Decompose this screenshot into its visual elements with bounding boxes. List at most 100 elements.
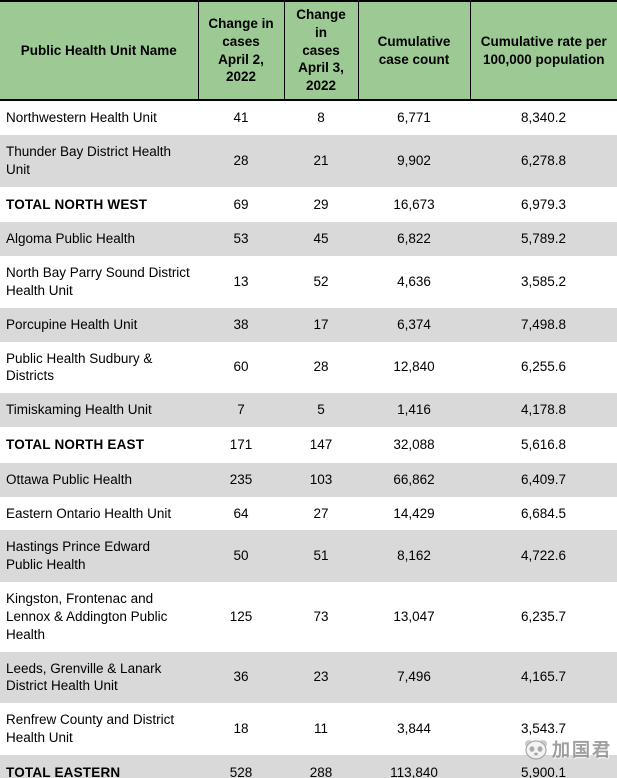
cumulative-count-cell: 13,047: [393, 608, 435, 624]
apr2-change-cell: 50: [233, 548, 249, 564]
table-row: Kingston, Frontenac and Lennox & Addingt…: [0, 582, 617, 652]
apr2-change-cell: 7: [237, 402, 245, 418]
apr3-change-cell: 103: [309, 471, 333, 487]
table-header: Public Health Unit Name Change in cases …: [0, 1, 617, 102]
cumulative-count-cell: 9,902: [397, 152, 431, 168]
apr2-change-cell: 36: [233, 669, 249, 685]
apr2-change-cell: 38: [233, 316, 249, 332]
phu-name-cell: Leeds, Grenville & Lanark District Healt…: [6, 660, 162, 694]
table-row: Leeds, Grenville & Lanark District Healt…: [0, 651, 617, 704]
phu-name-cell: North Bay Parry Sound District Health Un…: [6, 265, 190, 298]
apr3-change-cell: 21: [313, 152, 329, 168]
phu-name-cell: Timiskaming Health Unit: [6, 402, 152, 418]
cumulative-rate-cell: 6,684.5: [520, 505, 567, 521]
total-row: TOTAL EASTERN 528 288 113,840 5,900.1: [0, 754, 617, 778]
phu-name-cell: Ottawa Public Health: [6, 471, 133, 487]
cumulative-count-cell: 12,840: [393, 359, 435, 375]
cumulative-rate-cell: 4,165.7: [520, 669, 567, 685]
column-header-change-apr2: Change in cases April 2, 2022: [197, 1, 284, 102]
column-header-change-apr3: Change in cases April 3, 2022: [283, 1, 358, 102]
cumulative-count-cell: 1,416: [397, 402, 431, 418]
phu-name-cell: TOTAL NORTH EAST: [6, 437, 145, 452]
apr2-change-cell: 18: [233, 721, 249, 737]
cumulative-rate-cell: 6,255.6: [520, 359, 567, 375]
phu-name-cell: Thunder Bay District Health Unit: [6, 143, 172, 177]
cumulative-count-cell: 7,496: [397, 669, 431, 685]
cumulative-rate-cell: 5,900.1: [520, 764, 567, 778]
cumulative-rate-cell: 5,616.8: [520, 437, 567, 452]
column-header-cumulative-rate: Cumulative rate per 100,000 population: [469, 1, 617, 102]
cumulative-rate-cell: 6,278.8: [520, 152, 567, 168]
phu-name-cell: Algoma Public Health: [6, 231, 136, 247]
table-row: Eastern Ontario Health Unit 64 27 14,429 6,6…: [0, 496, 617, 531]
cumulative-count-cell: 113,840: [390, 764, 438, 778]
table-row: Public Health Sudbury & Districts 60 28 12,…: [0, 341, 617, 394]
header-row: Public Health Unit Name Change in cases …: [0, 1, 617, 102]
cumulative-count-cell: 6,771: [397, 110, 431, 126]
total-row: TOTAL NORTH WEST 69 29 16,673 6,979.3: [0, 186, 617, 223]
cumulative-rate-cell: 3,585.2: [520, 274, 567, 290]
table-row: North Bay Parry Sound District Health Un…: [0, 256, 617, 308]
phu-name-cell: Kingston, Frontenac and Lennox & Addingt…: [6, 591, 168, 642]
phu-name-cell: Renfrew County and District Health Unit: [6, 712, 175, 745]
table-row: Porcupine Health Unit 38 17 6,374 7,498.8: [0, 307, 617, 342]
phu-name-cell: Porcupine Health Unit: [6, 316, 138, 332]
cumulative-count-cell: 4,636: [397, 274, 431, 290]
cumulative-rate-cell: 5,789.2: [520, 231, 567, 247]
apr3-change-cell: 28: [313, 359, 329, 375]
cumulative-count-cell: 16,673: [393, 196, 435, 212]
apr2-change-cell: 69: [233, 196, 249, 212]
cumulative-count-cell: 66,862: [393, 471, 435, 487]
cumulative-count-cell: 3,844: [397, 721, 431, 737]
phu-name-cell: TOTAL NORTH WEST: [6, 196, 148, 212]
apr3-change-cell: 17: [313, 316, 329, 332]
table-row: Ottawa Public Health 235 103 66,862 6,409.7: [0, 462, 617, 497]
table-row: Hastings Prince Edward Public Health 50 51…: [0, 530, 617, 583]
cumulative-rate-cell: 7,498.8: [520, 316, 567, 332]
apr3-change-cell: 5: [317, 402, 325, 418]
phu-name-cell: Northwestern Health Unit: [6, 110, 157, 126]
phu-name-cell: Hastings Prince Edward Public Health: [6, 539, 151, 573]
column-header-phu-name: Public Health Unit Name: [0, 1, 198, 102]
apr3-change-cell: 11: [313, 721, 328, 737]
cumulative-rate-cell: 6,979.3: [520, 196, 567, 212]
cumulative-count-cell: 6,374: [397, 316, 431, 332]
cumulative-count-cell: 8,162: [397, 548, 431, 564]
apr2-change-cell: 28: [233, 152, 249, 168]
apr2-change-cell: 64: [233, 505, 249, 521]
cumulative-rate-cell: 6,409.7: [520, 471, 567, 487]
apr2-change-cell: 41: [233, 110, 249, 126]
table-row: Renfrew County and District Health Unit 1…: [0, 703, 617, 755]
cumulative-count-cell: 14,429: [393, 505, 435, 521]
table-row: Timiskaming Health Unit 7 5 1,416 4,178.8: [0, 393, 617, 427]
apr2-change-cell: 60: [233, 359, 249, 375]
phu-name-cell: TOTAL EASTERN: [6, 764, 121, 778]
phu-name-cell: Public Health Sudbury & Districts: [6, 350, 153, 384]
apr3-change-cell: 52: [313, 274, 329, 290]
total-row: TOTAL NORTH EAST 171 147 32,088 5,616.8: [0, 427, 617, 463]
apr2-change-cell: 125: [229, 608, 253, 624]
cumulative-rate-cell: 3,543.7: [520, 721, 567, 737]
apr3-change-cell: 23: [313, 669, 329, 685]
cumulative-count-cell: 6,822: [397, 231, 431, 247]
cumulative-rate-cell: 6,235.7: [520, 608, 567, 624]
apr2-change-cell: 53: [233, 231, 249, 247]
apr3-change-cell: 27: [313, 505, 329, 521]
apr3-change-cell: 45: [313, 231, 329, 247]
cumulative-rate-cell: 8,340.2: [520, 110, 567, 126]
phu-name-cell: Eastern Ontario Health Unit: [6, 505, 172, 521]
apr2-change-cell: 235: [229, 471, 253, 487]
cumulative-count-cell: 32,088: [393, 437, 435, 452]
table-row: Algoma Public Health 53 45 6,822 5,789.2: [0, 222, 617, 257]
column-header-cumulative-count: Cumulative case count: [357, 1, 470, 102]
table-body: Northwestern Health Unit 41 8 6,771 8,340.2 T…: [0, 100, 617, 778]
apr2-change-cell: 13: [233, 274, 249, 290]
apr3-change-cell: 73: [313, 608, 329, 624]
apr3-change-cell: 8: [317, 110, 325, 126]
apr3-change-cell: 51: [313, 548, 329, 564]
cumulative-rate-cell: 4,178.8: [520, 402, 567, 418]
apr3-change-cell: 147: [309, 437, 333, 452]
table-row: Thunder Bay District Health Unit 28 21 9,90…: [0, 134, 617, 187]
